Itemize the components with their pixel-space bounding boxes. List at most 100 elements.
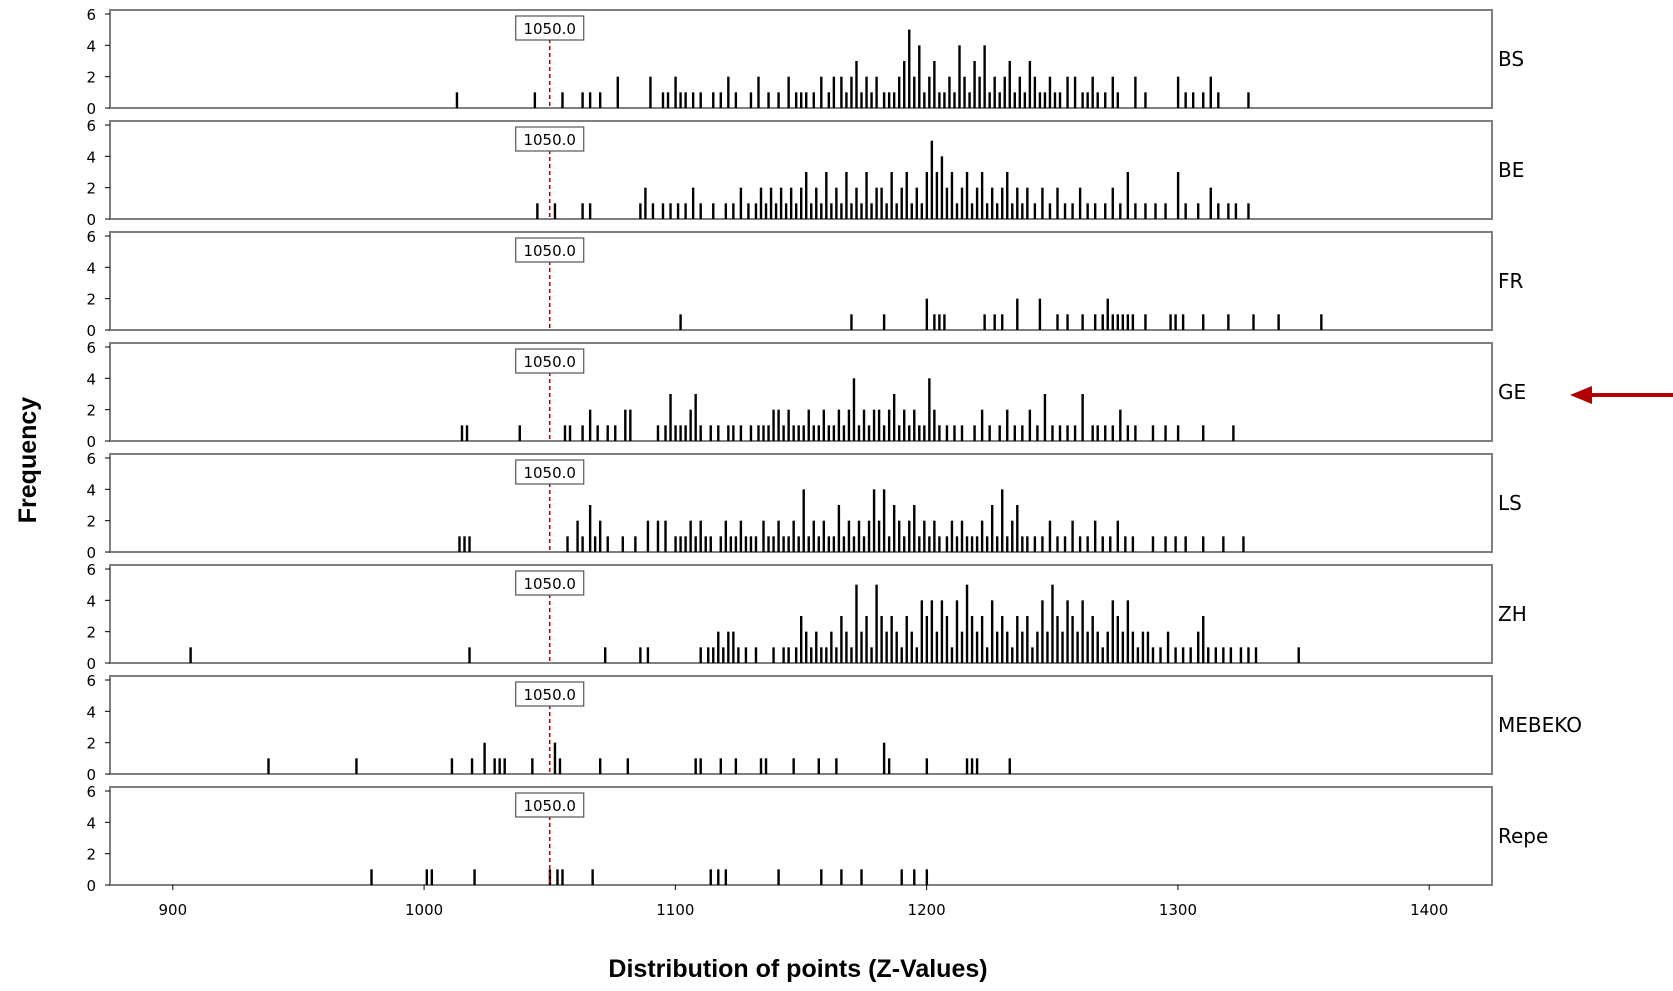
- histogram-bar: [890, 172, 893, 219]
- reference-line-label: 1050.0: [523, 575, 576, 593]
- histogram-bar: [1013, 92, 1016, 108]
- histogram-bar: [1214, 647, 1217, 663]
- histogram-bar: [1131, 536, 1135, 552]
- histogram-bar: [910, 203, 913, 219]
- histogram-bar: [1104, 92, 1107, 108]
- panel-label: BS: [1498, 47, 1524, 71]
- reference-line-label: 1050.0: [523, 797, 576, 815]
- panel-frame: [109, 231, 1493, 331]
- histogram-bar: [1146, 631, 1150, 663]
- histogram-bar: [724, 203, 728, 219]
- histogram-bar: [933, 520, 936, 552]
- histogram-bar: [1181, 647, 1185, 663]
- histogram-bar: [1051, 425, 1054, 441]
- histogram-bar: [709, 536, 712, 552]
- histogram-bar: [815, 187, 818, 219]
- histogram-bar: [892, 92, 896, 108]
- histogram-bar: [993, 76, 996, 108]
- histogram-bar: [980, 616, 984, 663]
- histogram-bar: [862, 409, 866, 441]
- histogram-bar: [787, 536, 790, 552]
- histogram-bar: [903, 409, 906, 441]
- histogram-bar: [1096, 631, 1099, 663]
- histogram-bar: [754, 647, 758, 663]
- histogram-bar: [267, 758, 270, 774]
- histogram-bar: [712, 92, 715, 108]
- histogram-bar: [1058, 92, 1062, 108]
- arrow-head: [1570, 386, 1592, 404]
- histogram-bar: [847, 520, 851, 552]
- histogram-bar: [1121, 631, 1125, 663]
- histogram-bar: [674, 536, 677, 552]
- histogram-bar: [1016, 298, 1019, 330]
- panel-label: FR: [1498, 269, 1524, 293]
- histogram-bar: [1016, 187, 1019, 219]
- histogram-bar: [1078, 536, 1082, 552]
- histogram-bar: [468, 536, 471, 552]
- histogram-bar: [1104, 203, 1107, 219]
- histogram-bar: [840, 76, 843, 108]
- histogram-bar: [1229, 647, 1233, 663]
- reference-line-label: 1050.0: [523, 686, 576, 704]
- histogram-bar: [777, 409, 780, 441]
- y-tick-label: 6: [86, 450, 96, 468]
- histogram-bar: [689, 520, 692, 552]
- histogram-bar: [1124, 536, 1127, 552]
- panel-frame: [109, 9, 1493, 109]
- histogram-bar: [1111, 314, 1114, 330]
- histogram-bar: [938, 314, 941, 330]
- y-tick-label: 2: [86, 624, 96, 642]
- histogram-bar: [900, 187, 903, 219]
- histogram-bar: [737, 647, 740, 663]
- histogram-bar: [983, 314, 986, 330]
- histogram-bar: [1174, 647, 1177, 663]
- histogram-bar: [767, 425, 770, 441]
- histogram-bar: [975, 187, 979, 219]
- histogram-bar: [882, 92, 886, 108]
- histogram-bar: [694, 536, 697, 552]
- histogram-bar: [950, 647, 954, 663]
- histogram-bar: [1151, 647, 1155, 663]
- histogram-bar: [820, 76, 823, 108]
- histogram-bar: [835, 758, 838, 774]
- histogram-bar: [1126, 600, 1130, 663]
- histogram-bar: [860, 203, 863, 219]
- histogram-bar: [744, 647, 748, 663]
- histogram-bar: [684, 203, 687, 219]
- histogram-bar: [877, 409, 881, 441]
- histogram-bar: [561, 92, 564, 108]
- histogram-bar: [1091, 76, 1094, 108]
- histogram-bar: [1031, 647, 1034, 663]
- histogram-bar: [1202, 616, 1205, 663]
- histogram-bar: [812, 425, 815, 441]
- histogram-bar: [694, 758, 697, 774]
- histogram-bar: [928, 76, 931, 108]
- histogram-bar: [717, 869, 720, 885]
- y-tick-label: 6: [86, 672, 96, 690]
- histogram-bar: [827, 425, 831, 441]
- y-tick-label: 0: [86, 322, 96, 340]
- histogram-bar: [887, 92, 891, 108]
- histogram-bar: [945, 536, 949, 552]
- histogram-bar: [606, 425, 609, 441]
- histogram-bar: [493, 758, 496, 774]
- histogram-bar: [918, 536, 921, 552]
- histogram-bar: [938, 425, 941, 441]
- histogram-bar: [747, 203, 750, 219]
- histogram-bar: [970, 203, 974, 219]
- histogram-bar: [779, 187, 783, 219]
- histogram-bar: [1151, 425, 1155, 441]
- histogram-bar: [857, 425, 861, 441]
- histogram-bar: [938, 92, 941, 108]
- histogram-bar: [887, 536, 891, 552]
- histogram-bar: [892, 505, 896, 552]
- histogram-bar: [925, 172, 929, 219]
- histogram-bar: [882, 742, 886, 774]
- histogram-bar: [1297, 647, 1300, 663]
- histogram-bar: [985, 536, 989, 552]
- histogram-bar: [1006, 631, 1009, 663]
- histogram-bar: [1081, 600, 1084, 663]
- histogram-bar: [1016, 616, 1019, 663]
- histogram-bar: [679, 92, 682, 108]
- histogram-bar: [764, 758, 768, 774]
